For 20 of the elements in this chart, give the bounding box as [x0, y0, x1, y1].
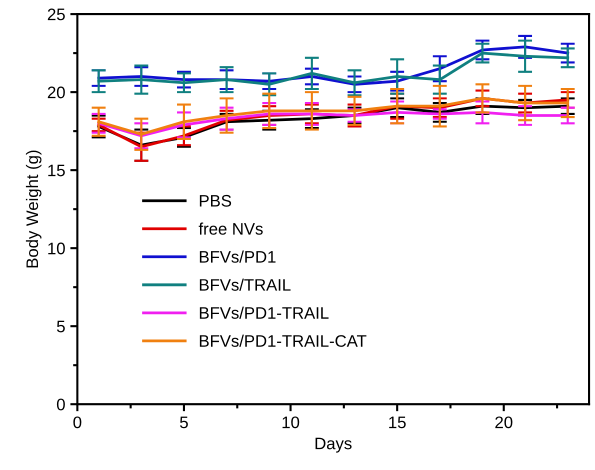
y-tick-label: 5: [56, 320, 65, 332]
legend-label: BFVs/PD1-TRAIL-CAT: [200, 334, 366, 347]
x-tick-label: 0: [73, 416, 82, 428]
legend-label: PBS: [200, 194, 232, 207]
line-series: [97, 111, 570, 138]
y-tick-label: 20: [48, 86, 65, 98]
legend-label: BFVs/TRAIL: [200, 278, 291, 291]
y-axis-title: Body Weight (g): [26, 150, 42, 268]
x-tick-label: 15: [389, 416, 406, 428]
y-tick-label: 25: [48, 8, 65, 20]
y-tick-label: 0: [56, 398, 65, 410]
legend-label: free NVs: [198, 222, 263, 235]
x-tick-label: 20: [495, 416, 512, 428]
legend-label: BFVs/PD1-TRAIL: [200, 306, 329, 319]
legend-label: BFVs/PD1: [200, 250, 276, 263]
x-tick-label: 5: [180, 416, 188, 428]
y-tick-label: 15: [48, 164, 65, 176]
y-tick-label: 10: [48, 242, 65, 254]
x-tick-label: 10: [282, 416, 300, 428]
x-axis-title: Days: [316, 438, 352, 453]
